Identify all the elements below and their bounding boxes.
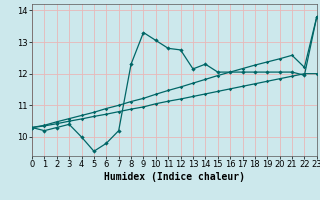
X-axis label: Humidex (Indice chaleur): Humidex (Indice chaleur) — [104, 172, 245, 182]
